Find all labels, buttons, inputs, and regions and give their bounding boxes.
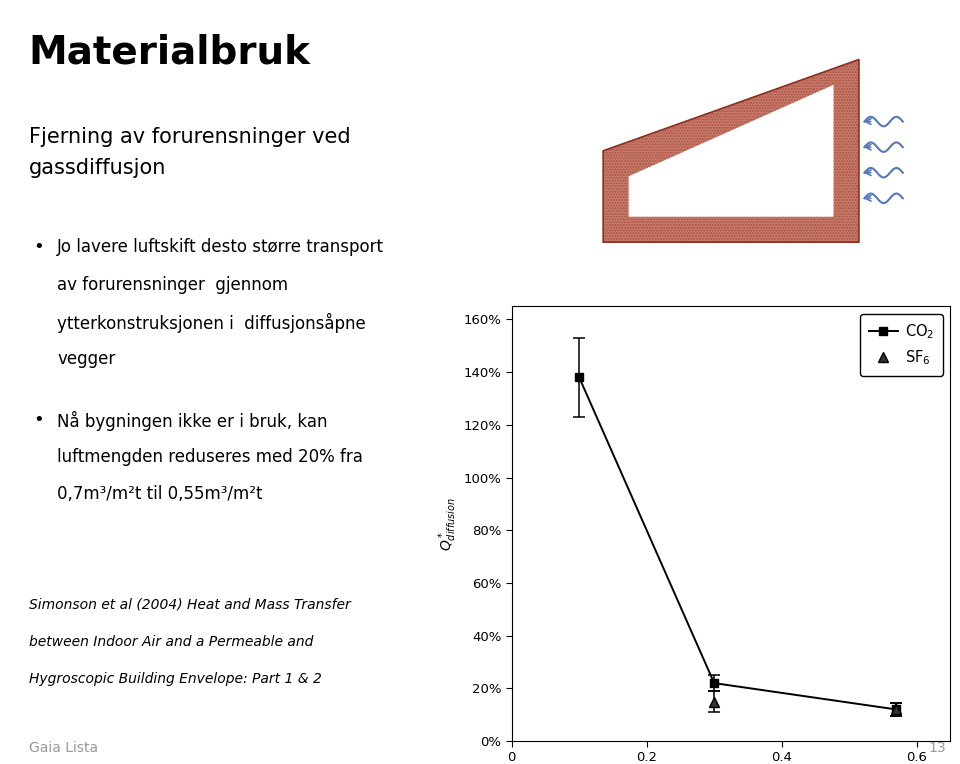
Y-axis label: $Q^*_{diffusion}$: $Q^*_{diffusion}$ — [437, 497, 459, 551]
Text: av forurensninger  gjennom: av forurensninger gjennom — [58, 276, 288, 293]
Polygon shape — [629, 85, 833, 216]
Text: Nå bygningen ikke er i bruk, kan: Nå bygningen ikke er i bruk, kan — [58, 411, 327, 431]
Text: Simonson et al (2004) Heat and Mass Transfer: Simonson et al (2004) Heat and Mass Tran… — [29, 597, 350, 611]
Text: vegger: vegger — [58, 351, 115, 368]
Text: •: • — [34, 238, 44, 257]
Text: Materialbruk: Materialbruk — [29, 34, 311, 72]
Text: Fjerning av forurensninger ved: Fjerning av forurensninger ved — [29, 127, 350, 147]
Text: luftmengden reduseres med 20% fra: luftmengden reduseres med 20% fra — [58, 448, 363, 466]
Text: Gaia Lista: Gaia Lista — [29, 741, 98, 755]
Text: gassdiffusjon: gassdiffusjon — [29, 158, 166, 178]
Text: Hygroscopic Building Envelope: Part 1 & 2: Hygroscopic Building Envelope: Part 1 & … — [29, 672, 322, 686]
Text: ytterkonstruksjonen i  diffusjonsåpne: ytterkonstruksjonen i diffusjonsåpne — [58, 313, 366, 333]
Text: Jo lavere luftskift desto større transport: Jo lavere luftskift desto større transpo… — [58, 238, 384, 257]
Polygon shape — [603, 60, 859, 242]
Text: 13: 13 — [928, 741, 946, 755]
Polygon shape — [629, 85, 833, 216]
Text: 0,7m³/m²t til 0,55m³/m²t: 0,7m³/m²t til 0,55m³/m²t — [58, 485, 263, 503]
Text: •: • — [34, 411, 44, 429]
Text: between Indoor Air and a Permeable and: between Indoor Air and a Permeable and — [29, 635, 313, 649]
Legend: CO$_2$, SF$_6$: CO$_2$, SF$_6$ — [860, 313, 943, 376]
